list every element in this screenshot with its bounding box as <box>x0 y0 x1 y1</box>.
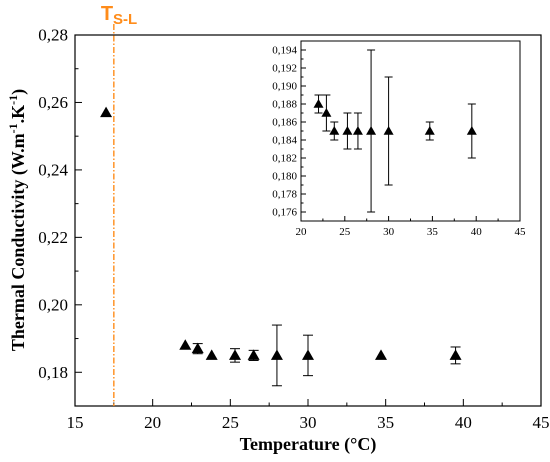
data-point <box>342 126 353 135</box>
x-tick-label: 25 <box>222 413 239 432</box>
inset-axes: 20 25 30 35 40 45 0,176 0,178 0,180 0,182 0,184 0,1… <box>272 45 526 238</box>
y-tick-label: 0,28 <box>38 26 68 45</box>
data-point <box>352 126 363 135</box>
tsl-label: TS-L <box>101 3 137 28</box>
x-tick-label: 30 <box>300 413 317 432</box>
x-axis-label: Temperature (°C) <box>240 434 377 455</box>
y-tick-label: 0,24 <box>38 161 68 180</box>
data-point <box>375 349 388 360</box>
main-axes: 15 20 25 30 35 40 45 0,18 0,20 0,22 0,24 0,26 0,28 <box>38 26 549 432</box>
x-tick-label: 45 <box>515 226 527 238</box>
y-tick-label: 0,184 <box>272 135 297 147</box>
x-tick-label: 20 <box>296 226 308 238</box>
data-point <box>270 349 283 360</box>
data-point <box>321 108 332 117</box>
y-tick-label: 0,178 <box>272 189 297 201</box>
y-tick-label: 0,26 <box>38 93 68 112</box>
data-point <box>205 349 218 360</box>
data-point <box>302 349 314 360</box>
y-axis-label: Thermal Conductivity (W.m-1.K-1) <box>6 89 29 351</box>
y-tick-label: 0,176 <box>272 207 297 219</box>
data-point <box>366 126 377 135</box>
x-tick-label: 30 <box>383 226 395 238</box>
data-point <box>383 126 394 135</box>
x-tick-label: 35 <box>377 413 394 432</box>
x-tick-label: 15 <box>67 413 84 432</box>
y-tick-label: 0,190 <box>272 81 297 93</box>
y-tick-label: 0,188 <box>272 99 297 111</box>
x-tick-label: 45 <box>533 413 550 432</box>
y-tick-label: 0,18 <box>38 363 68 382</box>
x-tick-label: 20 <box>144 413 161 432</box>
main-data-marks <box>100 106 462 387</box>
y-tick-label: 0,20 <box>38 295 68 314</box>
x-tick-label: 35 <box>427 226 439 238</box>
data-point <box>179 339 192 350</box>
data-point <box>191 342 204 354</box>
inset-plot-frame <box>300 40 521 222</box>
data-point <box>313 99 324 108</box>
y-tick-label: 0,22 <box>38 228 68 247</box>
inset-data-marks <box>313 49 477 213</box>
data-point <box>449 349 462 360</box>
y-tick-label: 0,192 <box>272 63 297 75</box>
data-point <box>228 349 241 360</box>
data-point <box>424 126 435 135</box>
x-tick-label: 40 <box>471 226 483 238</box>
data-point <box>100 106 113 118</box>
y-tick-label: 0,180 <box>272 171 297 183</box>
y-tick-label: 0,186 <box>272 117 297 129</box>
data-point <box>329 126 340 135</box>
y-tick-label: 0,194 <box>272 45 297 57</box>
y-tick-label: 0,182 <box>272 153 297 165</box>
data-point <box>466 126 477 135</box>
data-point <box>247 349 260 360</box>
x-tick-label: 40 <box>455 413 472 432</box>
x-tick-label: 25 <box>339 226 351 238</box>
